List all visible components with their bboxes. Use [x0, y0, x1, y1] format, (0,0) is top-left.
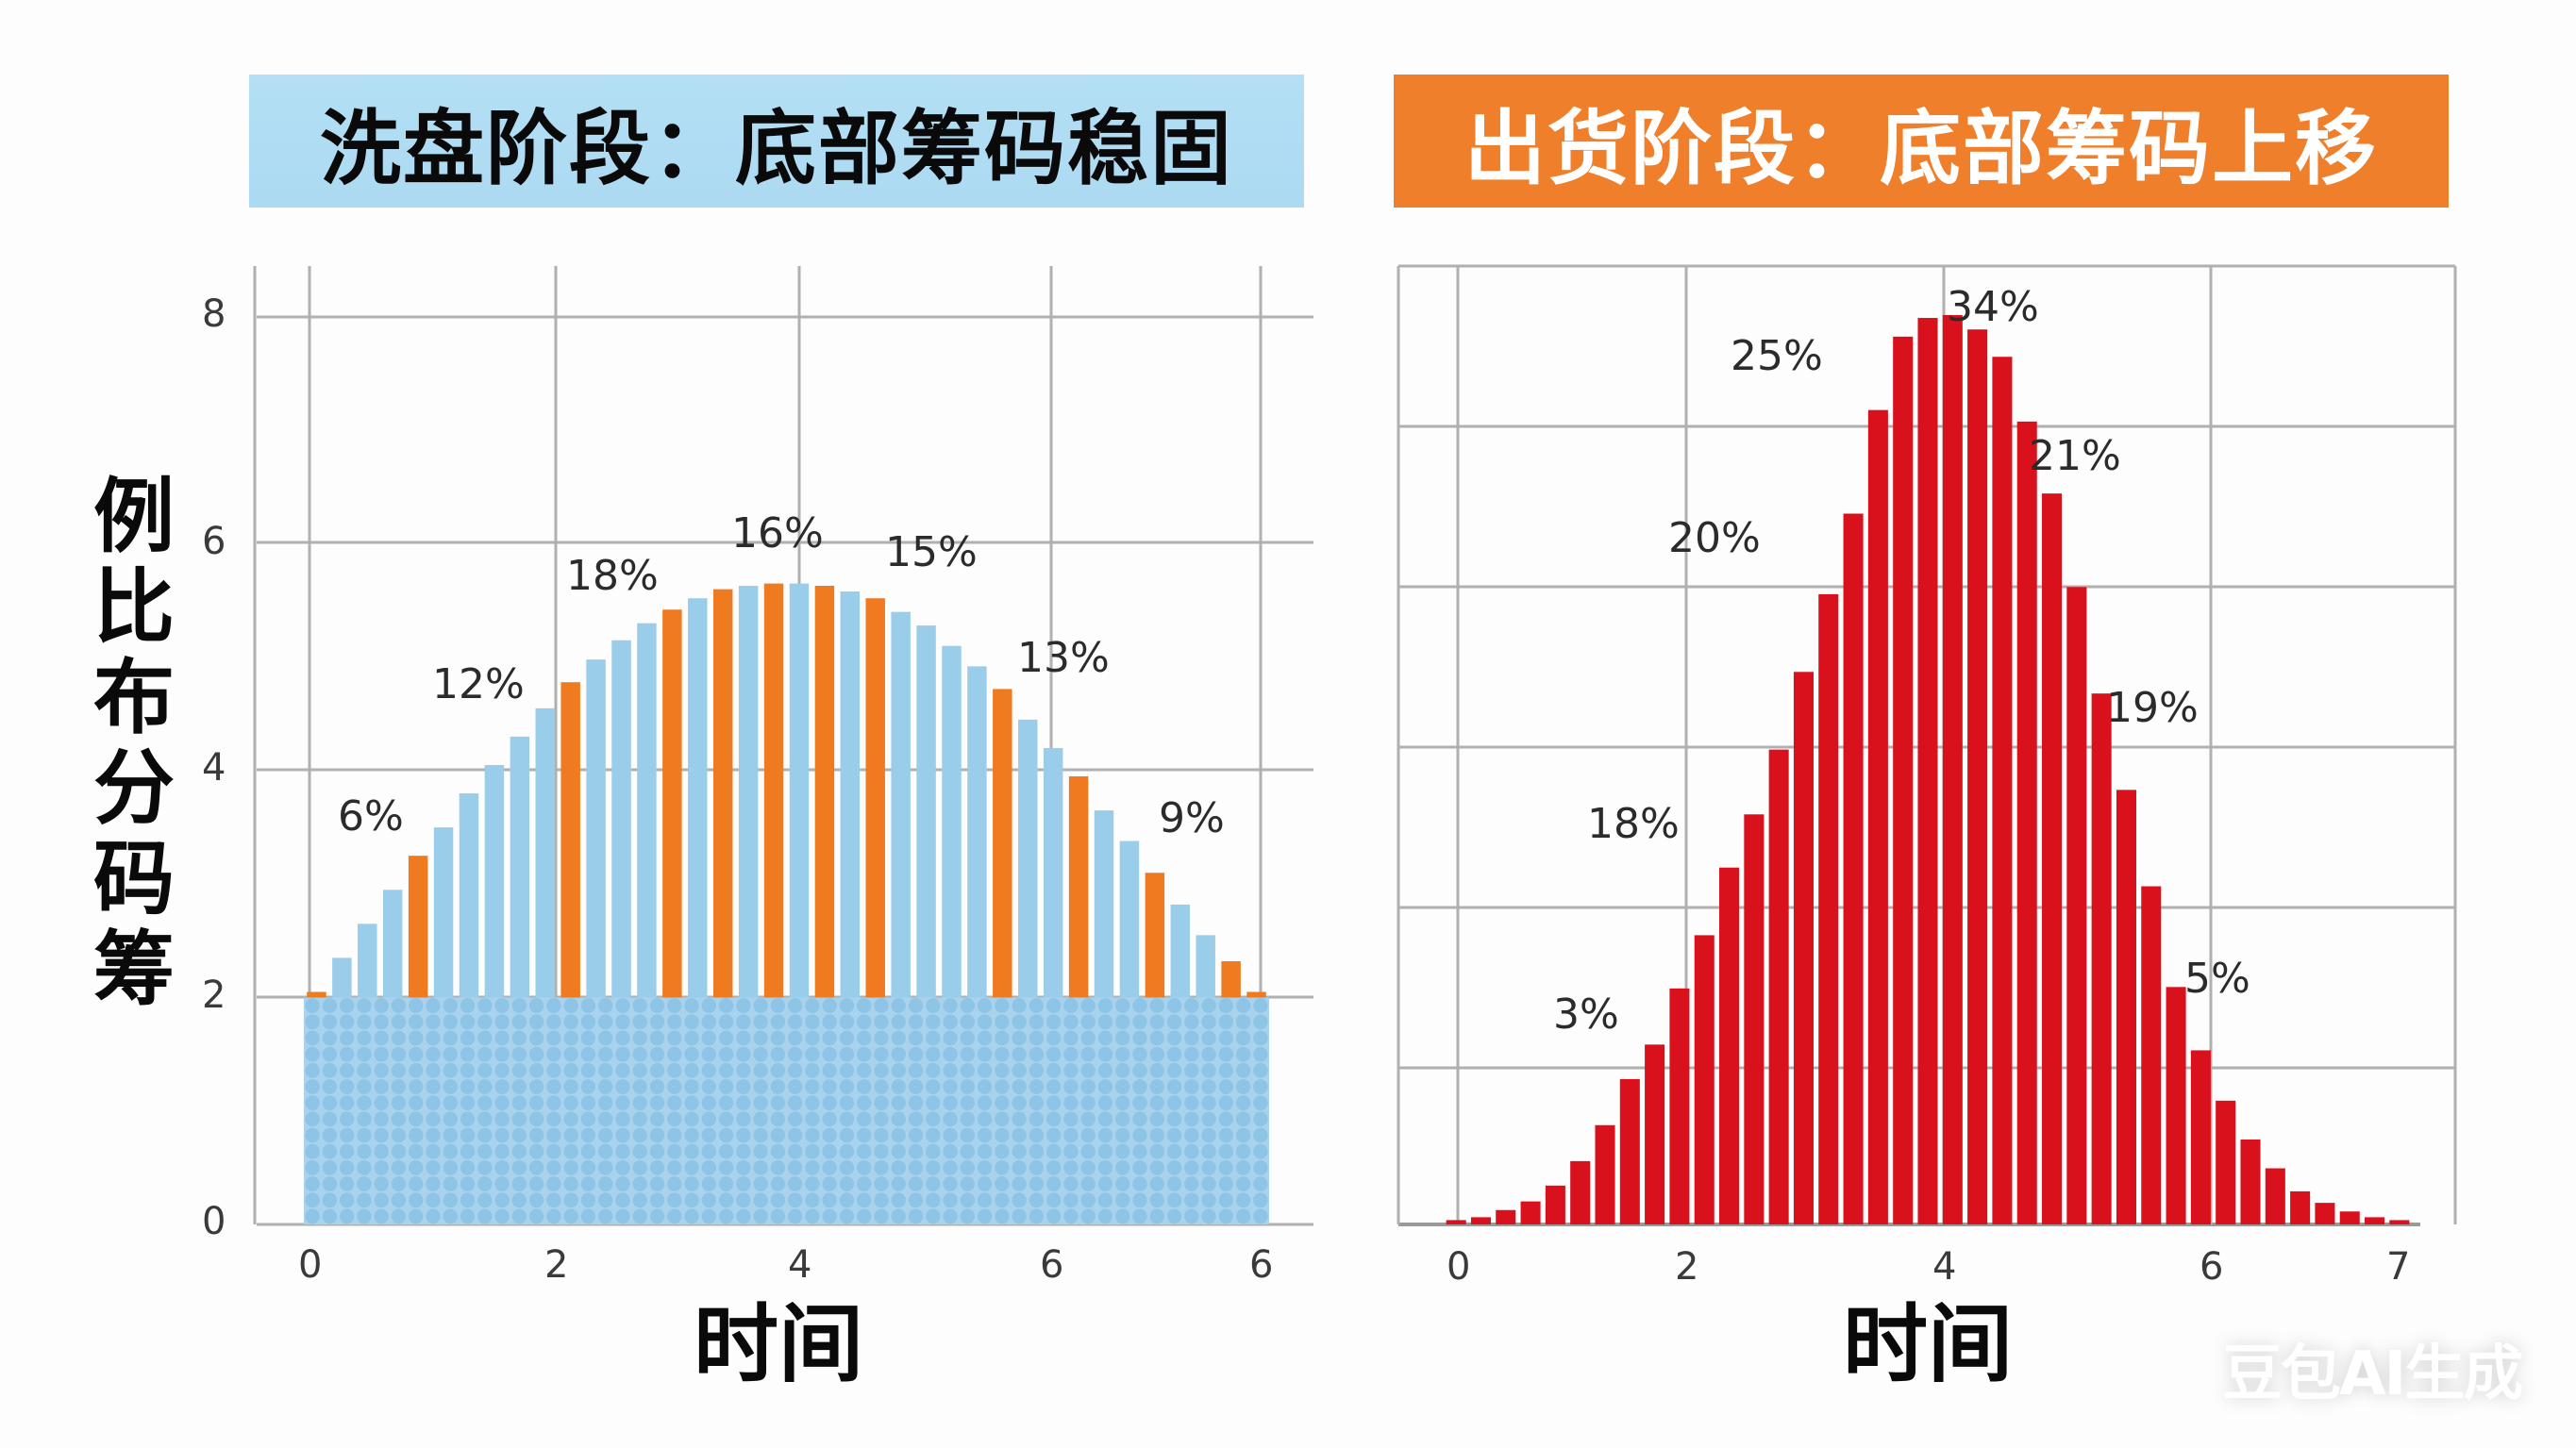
y-axis-label-char: 分	[93, 741, 175, 836]
percent-annotation: 12%	[432, 660, 525, 708]
percent-annotation: 6%	[338, 792, 404, 841]
x-axis-label-left: 时间	[694, 1295, 863, 1394]
x-tick-label: 0	[298, 1243, 323, 1287]
y-axis-label: 例比布分码筹	[87, 472, 181, 1015]
percent-annotation: 21%	[2029, 432, 2121, 480]
y-tick-label: 8	[202, 292, 226, 336]
percent-annotation: 13%	[1017, 634, 1110, 682]
percent-annotation: 19%	[2106, 684, 2199, 732]
y-axis-label-char: 码	[93, 832, 175, 926]
percent-annotation: 3%	[1553, 990, 1619, 1039]
percent-annotation: 34%	[1947, 283, 2039, 331]
y-tick-label: 2	[202, 973, 226, 1017]
right-chart	[1397, 264, 2457, 1226]
y-tick-label: 6	[202, 519, 226, 563]
percent-annotation: 9%	[1159, 794, 1225, 842]
x-tick-label: 4	[788, 1243, 812, 1287]
percent-annotation: 20%	[1668, 514, 1761, 562]
x-tick-label: 0	[1447, 1245, 1471, 1289]
x-tick-label: 6	[1249, 1243, 1274, 1287]
title-banner-distribution: 出货阶段：底部筹码上移	[1394, 75, 2449, 208]
x-axis-label-right: 时间	[1843, 1295, 2013, 1394]
y-axis-label-char: 筹	[93, 923, 175, 1017]
watermark: 豆包AI生成	[2222, 1340, 2523, 1409]
percent-annotation: 16%	[731, 509, 824, 558]
x-tick-label: 4	[1932, 1245, 1957, 1289]
percent-annotation: 15%	[885, 528, 978, 576]
y-tick-label: 4	[202, 746, 226, 790]
x-tick-label: 2	[1675, 1245, 1699, 1289]
right-chart-plot	[1397, 264, 2457, 1226]
percent-annotation: 25%	[1731, 332, 1823, 380]
y-axis-label-char: 比	[93, 560, 175, 655]
y-axis-label-char: 例	[93, 470, 175, 564]
left-chart	[0, 0, 1321, 1321]
percent-annotation: 5%	[2184, 955, 2250, 1003]
x-tick-label: 7	[2386, 1245, 2411, 1289]
x-tick-label: 6	[1040, 1243, 1064, 1287]
x-tick-label: 6	[2200, 1245, 2224, 1289]
percent-annotation: 18%	[566, 552, 659, 600]
title-banner-washout: 洗盘阶段：底部筹码稳固	[249, 75, 1304, 208]
left-chart-plot	[253, 266, 1313, 1226]
y-axis-label-char: 布	[93, 651, 175, 745]
percent-annotation: 18%	[1587, 800, 1680, 848]
x-tick-label: 2	[544, 1243, 569, 1287]
y-tick-label: 0	[202, 1200, 226, 1243]
